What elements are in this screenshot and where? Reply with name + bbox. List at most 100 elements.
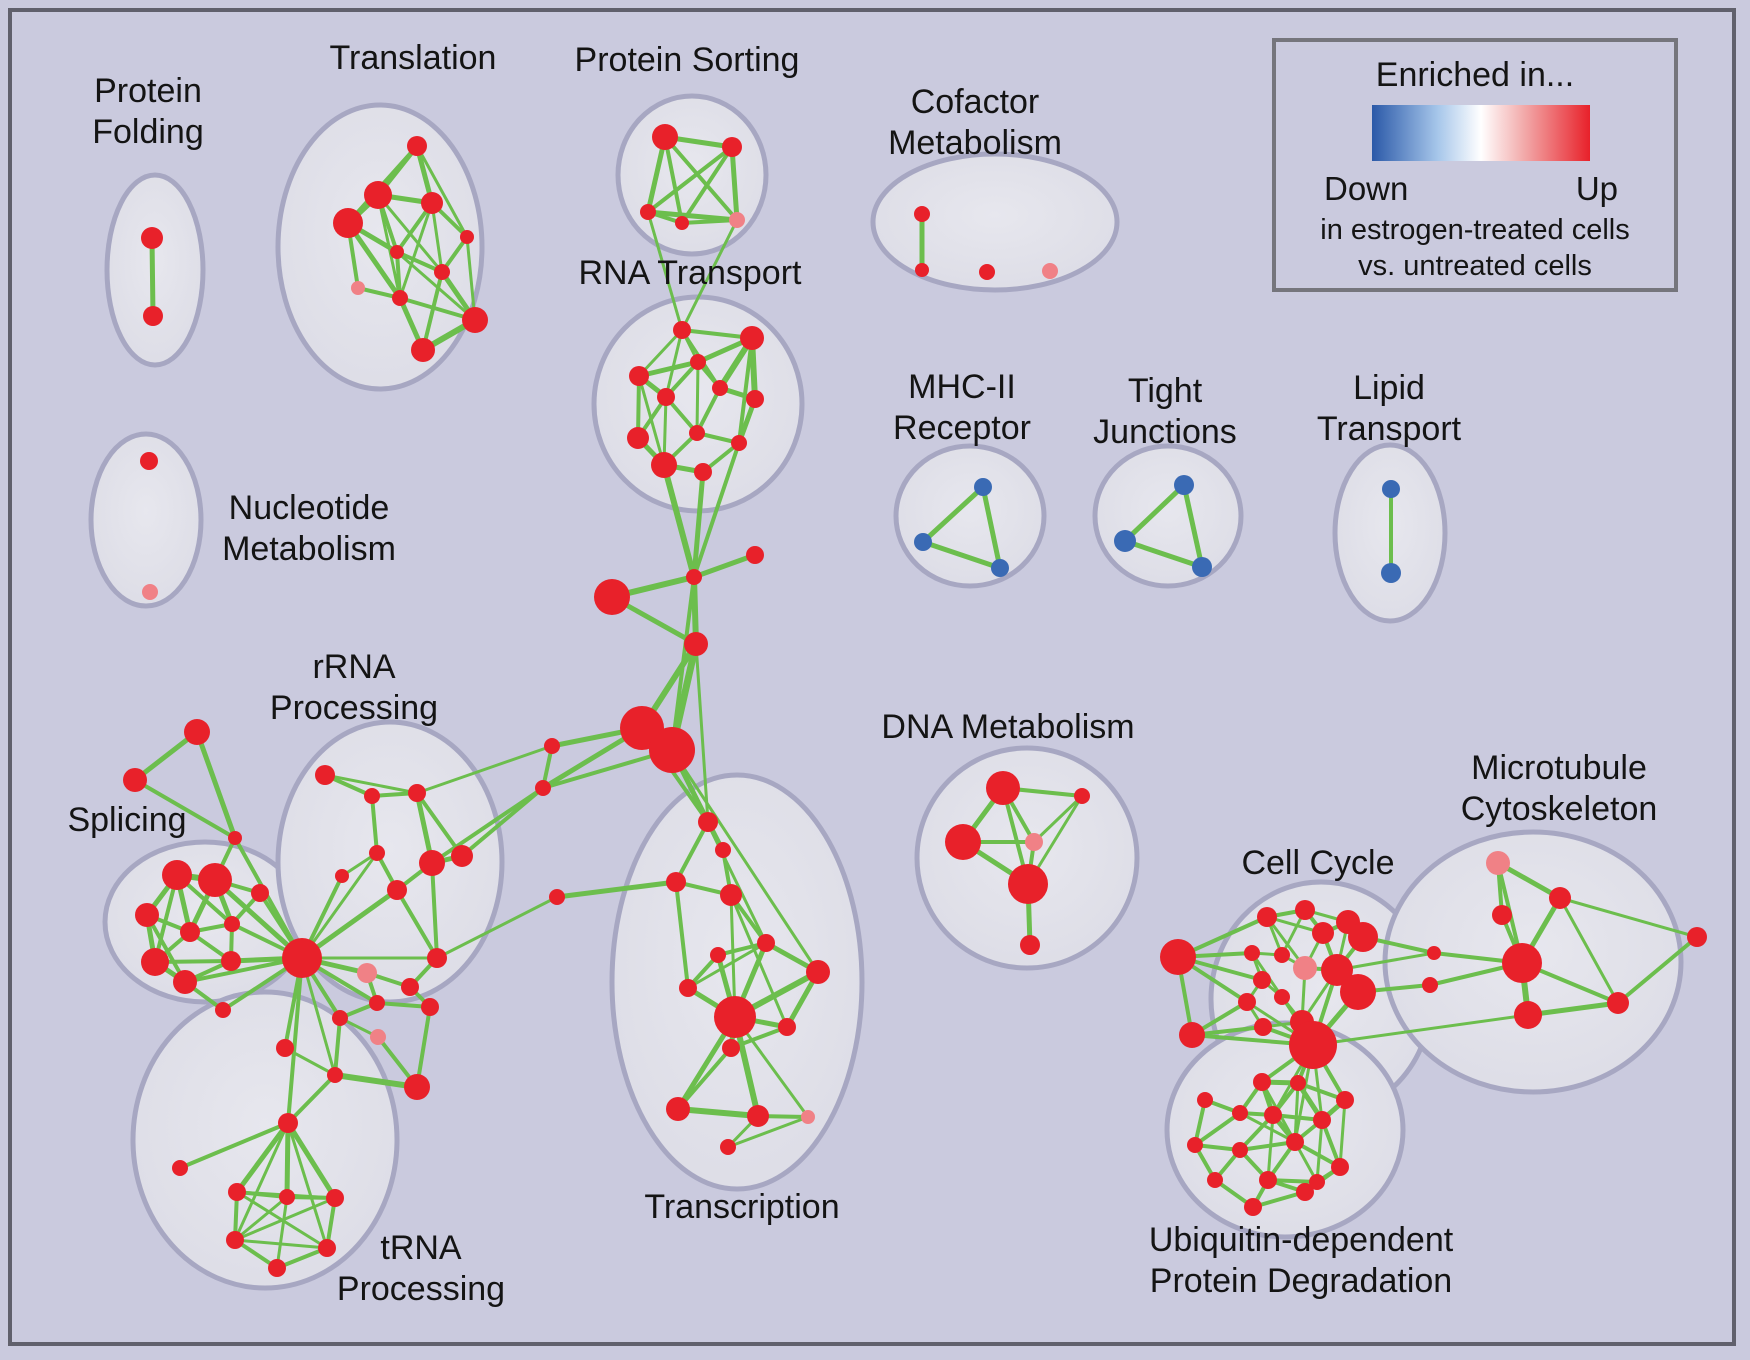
gene-set-node [757,934,775,952]
overlap-edge [1193,1111,1242,1147]
overlap-edge [415,1005,432,1089]
overlap-edge [554,879,679,900]
gene-set-node [1274,989,1290,1005]
overlap-edge [691,552,758,580]
gene-set-node [1295,900,1315,920]
gene-set-node [1321,954,1353,986]
gene-set-node [184,719,210,745]
overlap-edge [1238,1140,1297,1152]
overlap-edge [729,144,740,223]
gene-set-node [720,884,742,906]
overlap-edge [275,1195,289,1270]
overlap-edge [370,794,379,855]
overlap-edge [1251,1190,1307,1209]
gene-set-node [364,788,380,804]
cluster-ellipse-protein-folding [104,172,206,368]
gene-set-node [729,212,745,228]
overlap-edge [1311,1013,1530,1047]
gene-set-node [1042,263,1058,279]
cluster-label-cofactor-metabolism: Cofactor [911,83,1040,121]
gene-set-node [914,533,932,551]
gene-set-node [914,206,930,222]
gene-set-node [364,181,392,209]
cluster-label-protein-folding: Protein [94,72,202,110]
overlap-edge [1293,1081,1300,1144]
overlap-edge [332,1072,420,1090]
overlap-edge [333,1016,342,1077]
overlap-edge [286,956,304,1125]
overlap-edge [680,218,739,225]
gene-set-node [1020,935,1040,955]
cluster-label-nucleotide-metabolism: Nucleotide [229,489,390,527]
gene-set-node [1187,1137,1203,1153]
overlap-edge [637,328,684,378]
overlap-edge [395,250,477,322]
overlap-edge [233,1121,290,1242]
gene-set-node [1309,1174,1325,1190]
overlap-edge [675,1106,761,1119]
cluster-label-cofactor-metabolism: Metabolism [888,124,1062,162]
overlap-edge [695,360,700,435]
legend-caption-line1: in estrogen-treated cells [1320,214,1630,246]
gene-set-node [143,306,163,326]
gene-set-node [1514,1001,1542,1029]
overlap-edge [661,462,697,580]
overlap-edge [920,484,986,545]
overlap-edge [398,296,477,322]
overlap-edge [1315,1118,1324,1184]
gene-set-node [535,780,551,796]
gene-set-node [666,1097,690,1121]
gene-set-node [666,872,686,892]
gene-set-node [1286,1133,1304,1151]
gene-set-node [427,948,447,968]
overlap-edge [194,729,238,841]
cluster-label-transcription: Transcription [644,1188,839,1226]
gene-set-node [1336,1091,1354,1109]
overlap-edge [398,201,434,300]
cluster-label-dna-metabolism: DNA Metabolism [881,708,1134,746]
cluster-label-translation: Translation [330,39,497,77]
overlap-edge [430,861,439,960]
gene-set-node [710,947,726,963]
gene-set-node [1549,887,1571,909]
gene-set-node [915,263,929,277]
cluster-ellipse-cofactor-metabolism [870,151,1120,293]
gene-set-node [1313,1111,1331,1129]
gene-set-node [684,632,708,656]
gene-set-node [228,831,242,845]
overlap-edge [646,210,684,332]
gene-set-node [747,1105,769,1127]
overlap-edge [323,773,419,795]
overlap-edge [285,1120,338,1201]
gene-set-node [657,388,675,406]
gene-set-node [1197,1092,1213,1108]
gene-set-node [712,380,728,396]
gene-set-node [1290,1075,1306,1091]
overlap-edge [691,469,706,580]
overlap-edge [674,880,690,990]
cluster-label-ubiquitin-degradation: Protein Degradation [1150,1262,1452,1300]
gene-set-node [778,1018,796,1036]
gene-set-node [594,579,630,615]
gene-set-node [335,869,349,883]
gene-set-node [945,824,981,860]
gene-set-node [1486,851,1510,875]
overlap-edge [663,135,739,222]
gene-set-node [722,1039,740,1057]
gene-set-node [1025,833,1043,851]
overlap-edge [283,1046,337,1077]
cluster-label-trna-processing: Processing [337,1270,505,1308]
gene-set-node [675,216,689,230]
cluster-label-rrna-processing: Processing [270,689,438,727]
cluster-ellipse-protein-sorting [615,93,769,257]
legend: Enriched in... Down Up in estrogen-treat… [1272,38,1678,292]
gene-set-node [549,889,565,905]
gene-set-node [327,1067,343,1083]
gene-set-node [1179,1022,1205,1048]
overlap-edge [692,441,741,579]
gene-set-node [1253,971,1271,989]
gene-set-node [392,290,408,306]
gene-set-node [434,264,450,280]
gene-set-node [979,264,995,280]
overlap-edge [1338,1098,1347,1169]
